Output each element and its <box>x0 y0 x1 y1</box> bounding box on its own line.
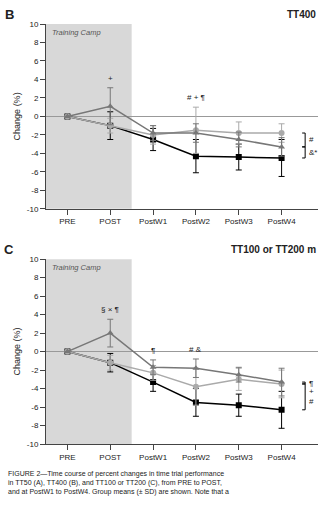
svg-text:8: 8 <box>34 273 39 282</box>
svg-text:-4: -4 <box>31 149 39 158</box>
svg-text:-8: -8 <box>31 186 39 195</box>
svg-text:6: 6 <box>34 292 39 301</box>
svg-text:TT400: TT400 <box>287 9 316 20</box>
svg-text:PRE: PRE <box>59 217 75 226</box>
svg-text:# + ¶: # + ¶ <box>187 93 205 102</box>
svg-text:-10: -10 <box>27 205 39 214</box>
svg-text:4: 4 <box>34 310 39 319</box>
svg-text:8: 8 <box>34 38 39 47</box>
svg-text:Training Camp: Training Camp <box>52 263 101 272</box>
svg-text:-2: -2 <box>31 131 39 140</box>
svg-text:PostW2: PostW2 <box>182 217 211 226</box>
svg-text:PostW4: PostW4 <box>268 453 297 462</box>
svg-text:+: + <box>309 387 314 396</box>
svg-text:PostW2: PostW2 <box>182 453 211 462</box>
svg-text:-2: -2 <box>31 366 39 375</box>
svg-text:FIGURE 2—Time course of percen: FIGURE 2—Time course of percent changes … <box>8 470 229 496</box>
svg-text:PostW1: PostW1 <box>139 453 168 462</box>
svg-text:PostW4: PostW4 <box>268 217 297 226</box>
svg-text:-6: -6 <box>31 168 39 177</box>
svg-text:10: 10 <box>29 20 38 29</box>
svg-text:PRE: PRE <box>59 453 75 462</box>
svg-text:¶: ¶ <box>309 379 313 388</box>
svg-text:6: 6 <box>34 57 39 66</box>
svg-text:PostW3: PostW3 <box>225 453 254 462</box>
svg-text:POST: POST <box>99 217 121 226</box>
svg-text:-8: -8 <box>31 421 39 430</box>
svg-text:B: B <box>5 7 14 22</box>
svg-text:-4: -4 <box>31 384 39 393</box>
svg-text:Training Camp: Training Camp <box>52 28 101 37</box>
svg-text:PostW3: PostW3 <box>225 217 254 226</box>
svg-text:2: 2 <box>34 329 39 338</box>
svg-text:# &: # & <box>189 345 202 354</box>
svg-text:TT100 or TT200 m: TT100 or TT200 m <box>231 244 316 255</box>
svg-text:POST: POST <box>99 453 121 462</box>
svg-text:2: 2 <box>34 94 39 103</box>
svg-text:-10: -10 <box>27 440 39 449</box>
svg-text:&*: &* <box>309 148 317 157</box>
svg-text:PostW1: PostW1 <box>139 217 168 226</box>
svg-text:0: 0 <box>34 347 39 356</box>
svg-text:¶: ¶ <box>151 346 155 355</box>
svg-text:Change (%): Change (%) <box>12 92 22 140</box>
svg-text:#: # <box>309 397 314 406</box>
svg-text:-6: -6 <box>31 403 39 412</box>
svg-text:0: 0 <box>34 112 39 121</box>
svg-text:#: # <box>309 135 314 144</box>
svg-text:§ × ¶: § × ¶ <box>101 305 119 314</box>
svg-text:Change (%): Change (%) <box>12 328 22 376</box>
svg-text:4: 4 <box>34 75 39 84</box>
svg-text:10: 10 <box>29 255 38 264</box>
svg-text:C: C <box>4 242 14 257</box>
svg-text:+: + <box>108 74 113 83</box>
